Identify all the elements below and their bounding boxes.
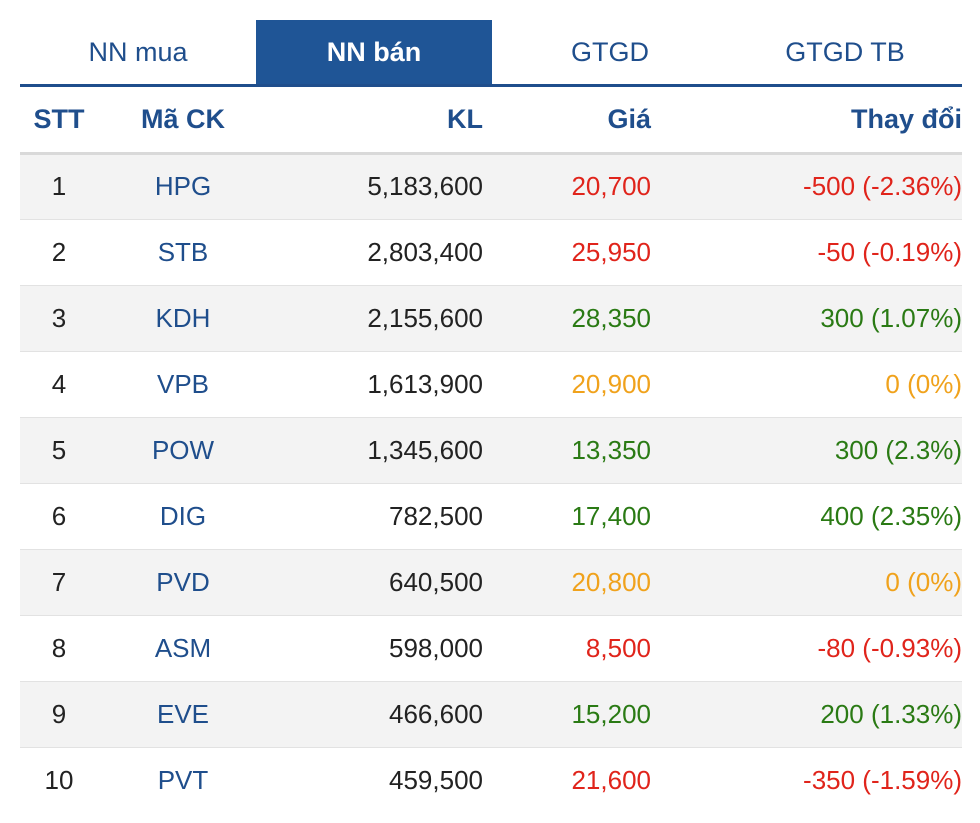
row-volume: 640,500 <box>389 566 483 597</box>
row-stock-code[interactable]: DIG <box>159 500 207 531</box>
row-price: 17,400 <box>571 500 651 531</box>
row-volume: 598,000 <box>389 632 483 663</box>
table-row[interactable]: 6 DIG 782,500 17,400 400 (2.35%) <box>20 483 962 549</box>
row-change: -350 (-1.59%) <box>803 764 962 795</box>
header-change[interactable]: Thay đổi <box>651 87 962 155</box>
row-stock-code[interactable]: HPG <box>154 171 212 201</box>
row-volume: 459,500 <box>389 764 483 795</box>
tab-gtgd-tb[interactable]: GTGD TB <box>785 36 905 67</box>
row-change: -500 (-2.36%) <box>803 171 962 201</box>
row-stt: 8 <box>51 632 67 663</box>
row-change: 200 (1.33%) <box>820 698 962 729</box>
header-price[interactable]: Giá <box>483 87 651 155</box>
header-code[interactable]: Mã CK <box>98 87 268 155</box>
row-volume: 2,155,600 <box>367 302 483 333</box>
row-volume: 1,345,600 <box>367 434 483 465</box>
table-row[interactable]: 10 PVT 459,500 21,600 -350 (-1.59%) <box>20 747 962 813</box>
table-row[interactable]: 8 ASM 598,000 8,500 -80 (-0.93%) <box>20 615 962 681</box>
row-change: 0 (0%) <box>885 368 962 399</box>
table-row[interactable]: 9 EVE 466,600 15,200 200 (1.33%) <box>20 681 962 747</box>
tab-bar: NN mua NN bán GTGD GTGD TB <box>20 20 962 87</box>
row-stt: 4 <box>51 368 67 399</box>
table-row[interactable]: 2 STB 2,803,400 25,950 -50 (-0.19%) <box>20 219 962 285</box>
row-stock-code[interactable]: KDH <box>155 302 211 333</box>
row-stock-code[interactable]: EVE <box>156 698 210 729</box>
row-stt: 2 <box>51 236 67 267</box>
row-change: -50 (-0.19%) <box>817 236 963 267</box>
row-change: 0 (0%) <box>885 566 962 597</box>
tab-gtgd[interactable]: GTGD <box>571 36 649 67</box>
row-stock-code[interactable]: PVD <box>156 566 210 597</box>
table-row[interactable]: 4 VPB 1,613,900 20,900 0 (0%) <box>20 351 962 417</box>
row-stt: 6 <box>51 500 67 531</box>
row-stock-code[interactable]: VPB <box>156 368 210 399</box>
row-stt: 10 <box>44 764 74 795</box>
row-stt: 3 <box>51 302 67 333</box>
row-stt: 7 <box>51 566 67 597</box>
foreign-trading-widget: NN mua NN bán GTGD GTGD TB STT Mã CK KL … <box>20 20 962 813</box>
tab-nn-mua[interactable]: NN mua <box>88 36 188 67</box>
row-stock-code[interactable]: STB <box>157 236 209 267</box>
table-row[interactable]: 5 POW 1,345,600 13,350 300 (2.3%) <box>20 417 962 483</box>
row-price: 8,500 <box>585 632 651 663</box>
table-row[interactable]: 3 KDH 2,155,600 28,350 300 (1.07%) <box>20 285 962 351</box>
row-price: 20,900 <box>571 368 651 399</box>
row-price: 25,950 <box>571 236 651 267</box>
row-volume: 466,600 <box>389 698 483 729</box>
row-stock-code[interactable]: POW <box>151 434 215 465</box>
row-stt: 9 <box>51 698 67 729</box>
row-price: 20,700 <box>571 171 651 201</box>
row-stock-code[interactable]: PVT <box>157 764 209 795</box>
header-stt: STT <box>20 87 98 155</box>
row-change: 300 (2.3%) <box>834 434 962 465</box>
row-volume: 1,613,900 <box>367 368 483 399</box>
row-stt: 5 <box>51 434 67 465</box>
table-body: 1 HPG 5,183,600 20,700 -500 (-2.36%) 2 STB 2,80… <box>20 153 962 813</box>
table-row[interactable]: 1 HPG 5,183,600 20,700 -500 (-2.36%) <box>20 153 962 219</box>
row-change: -80 (-0.93%) <box>817 632 963 663</box>
row-volume: 5,183,600 <box>367 171 483 201</box>
row-price: 20,800 <box>571 566 651 597</box>
row-stock-code[interactable]: ASM <box>154 632 212 663</box>
row-change: 400 (2.35%) <box>820 500 962 531</box>
stock-table: STT Mã CK KL Giá Thay đổi 1 HPG 5,183,600 2… <box>20 87 962 813</box>
tab-nn-ban[interactable]: NN bán <box>256 20 492 84</box>
row-stt: 1 <box>51 171 67 201</box>
header-kl[interactable]: KL <box>268 87 483 155</box>
row-change: 300 (1.07%) <box>820 302 962 333</box>
row-price: 15,200 <box>571 698 651 729</box>
row-volume: 2,803,400 <box>367 236 483 267</box>
row-price: 21,600 <box>571 764 651 795</box>
row-price: 13,350 <box>571 434 651 465</box>
table-row[interactable]: 7 PVD 640,500 20,800 0 (0%) <box>20 549 962 615</box>
row-price: 28,350 <box>571 302 651 333</box>
table-header-row: STT Mã CK KL Giá Thay đổi <box>20 87 962 155</box>
row-volume: 782,500 <box>389 500 483 531</box>
